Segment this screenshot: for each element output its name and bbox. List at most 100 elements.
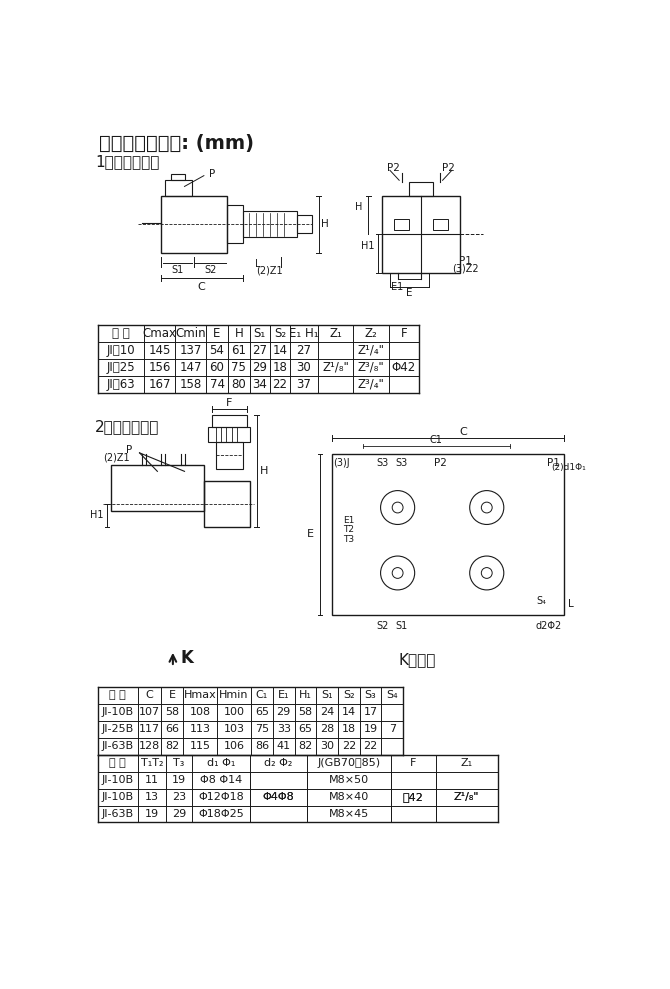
Text: S₁: S₁ bbox=[253, 327, 266, 340]
Text: Cmax: Cmax bbox=[143, 327, 177, 340]
Text: 65: 65 bbox=[298, 724, 312, 734]
Text: H₁: H₁ bbox=[299, 690, 312, 700]
Text: E1: E1 bbox=[343, 516, 354, 525]
Text: 30: 30 bbox=[320, 741, 334, 752]
Text: 29: 29 bbox=[172, 809, 186, 819]
Text: Z³/₈": Z³/₈" bbox=[358, 361, 385, 374]
Text: (3)J: (3)J bbox=[333, 458, 349, 468]
Text: (2)d1Φ₁: (2)d1Φ₁ bbox=[551, 463, 586, 472]
Text: 82: 82 bbox=[165, 741, 180, 752]
Bar bbox=[391, 772, 435, 822]
Text: ΢42: ΢42 bbox=[403, 792, 423, 802]
Text: K向视图: K向视图 bbox=[398, 652, 436, 667]
Text: 型 号: 型 号 bbox=[109, 690, 126, 700]
Text: H1: H1 bbox=[361, 240, 375, 251]
Text: Z¹/₈": Z¹/₈" bbox=[454, 792, 479, 802]
Text: F: F bbox=[226, 398, 232, 407]
Text: (2)Z1: (2)Z1 bbox=[257, 265, 283, 275]
Text: F: F bbox=[401, 327, 407, 340]
Text: H: H bbox=[260, 466, 269, 476]
Text: Cmin: Cmin bbox=[176, 327, 206, 340]
Text: 117: 117 bbox=[139, 724, 160, 734]
Text: E: E bbox=[213, 327, 220, 340]
Text: JI-10B: JI-10B bbox=[102, 792, 134, 802]
Text: P1: P1 bbox=[460, 256, 472, 266]
Text: 103: 103 bbox=[224, 724, 245, 734]
Text: 75: 75 bbox=[231, 361, 246, 374]
Text: 28: 28 bbox=[320, 724, 334, 734]
Bar bbox=[212, 415, 247, 426]
Text: L: L bbox=[567, 598, 574, 609]
Text: S2: S2 bbox=[376, 621, 389, 631]
Text: C: C bbox=[146, 690, 153, 700]
Text: S1: S1 bbox=[395, 621, 407, 631]
Text: Z₁: Z₁ bbox=[460, 759, 472, 768]
Text: M8×50: M8×50 bbox=[329, 775, 369, 785]
Bar bbox=[208, 426, 251, 442]
Text: JI-25B: JI-25B bbox=[102, 724, 134, 734]
Text: 外形及安装尺寸: (mm): 外形及安装尺寸: (mm) bbox=[99, 135, 254, 153]
Text: T₃: T₃ bbox=[174, 759, 185, 768]
Text: S₃: S₃ bbox=[364, 690, 377, 700]
Text: 107: 107 bbox=[139, 707, 160, 717]
Text: S₄: S₄ bbox=[387, 690, 398, 700]
Text: JI－10: JI－10 bbox=[107, 344, 135, 357]
Text: S₁: S₁ bbox=[322, 690, 333, 700]
Text: ΢42: ΢42 bbox=[403, 792, 423, 802]
Text: Z₂: Z₂ bbox=[365, 327, 378, 340]
Bar bbox=[172, 174, 186, 180]
Text: C: C bbox=[460, 427, 468, 437]
Text: 80: 80 bbox=[231, 378, 246, 391]
Bar bbox=[433, 219, 448, 230]
Text: 22: 22 bbox=[363, 741, 378, 752]
Bar bbox=[243, 211, 297, 237]
Text: S₄: S₄ bbox=[536, 596, 546, 606]
Text: T2: T2 bbox=[343, 525, 354, 534]
Text: T₁T₂: T₁T₂ bbox=[141, 759, 163, 768]
Text: S2: S2 bbox=[204, 265, 216, 275]
Text: 37: 37 bbox=[296, 378, 312, 391]
Bar bbox=[332, 454, 564, 615]
Text: 100: 100 bbox=[224, 707, 245, 717]
Text: Φ8 Φ14: Φ8 Φ14 bbox=[200, 775, 242, 785]
Bar bbox=[409, 182, 433, 196]
Text: 17: 17 bbox=[363, 707, 378, 717]
Text: E: E bbox=[169, 690, 176, 700]
Text: E₁: E₁ bbox=[278, 690, 289, 700]
Text: J(GB70－85): J(GB70－85) bbox=[317, 759, 381, 768]
Text: 147: 147 bbox=[180, 361, 202, 374]
Bar bbox=[227, 205, 243, 243]
Text: Z³/₄": Z³/₄" bbox=[358, 378, 385, 391]
Text: Hmax: Hmax bbox=[184, 690, 216, 700]
Text: 108: 108 bbox=[190, 707, 210, 717]
Text: 19: 19 bbox=[145, 809, 159, 819]
Text: 65: 65 bbox=[255, 707, 269, 717]
Text: P: P bbox=[125, 445, 132, 455]
Text: S1: S1 bbox=[172, 265, 184, 275]
Text: S3: S3 bbox=[376, 458, 388, 468]
Text: 137: 137 bbox=[180, 344, 202, 357]
Text: H1: H1 bbox=[90, 510, 104, 520]
Text: L: L bbox=[255, 259, 261, 269]
Text: M8×40: M8×40 bbox=[329, 792, 369, 802]
Text: d₁ Φ₁: d₁ Φ₁ bbox=[207, 759, 235, 768]
Text: Φ18Φ25: Φ18Φ25 bbox=[198, 809, 244, 819]
Text: 14: 14 bbox=[272, 344, 287, 357]
Text: 86: 86 bbox=[255, 741, 269, 752]
Text: Φ12Φ18: Φ12Φ18 bbox=[198, 792, 244, 802]
Text: 11: 11 bbox=[145, 775, 159, 785]
Text: P2: P2 bbox=[442, 163, 454, 173]
Text: 2、板式连接：: 2、板式连接： bbox=[95, 419, 159, 434]
Text: 19: 19 bbox=[172, 775, 186, 785]
Text: Z¹/₈": Z¹/₈" bbox=[454, 792, 479, 802]
Text: 74: 74 bbox=[210, 378, 224, 391]
Text: d₂ Φ₂: d₂ Φ₂ bbox=[264, 759, 293, 768]
Text: 14: 14 bbox=[342, 707, 356, 717]
Text: E1: E1 bbox=[391, 282, 404, 292]
Text: 型 号: 型 号 bbox=[112, 327, 130, 340]
Text: H: H bbox=[234, 327, 243, 340]
Text: 18: 18 bbox=[273, 361, 287, 374]
Text: 60: 60 bbox=[210, 361, 224, 374]
Text: Φ4Φ8: Φ4Φ8 bbox=[263, 792, 294, 802]
Text: 128: 128 bbox=[139, 741, 160, 752]
